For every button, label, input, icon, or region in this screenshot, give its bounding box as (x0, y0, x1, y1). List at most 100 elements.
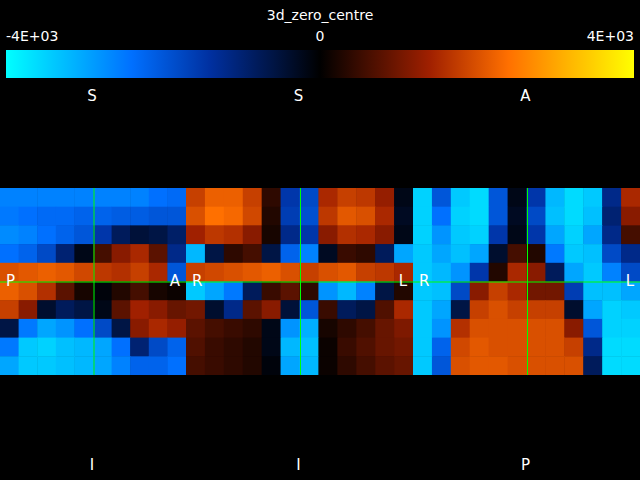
cell (149, 356, 168, 375)
cell (93, 263, 112, 282)
cell (37, 282, 56, 301)
cell (356, 263, 375, 282)
cell (337, 338, 356, 357)
cell (149, 300, 168, 319)
cell (508, 263, 527, 282)
cell (149, 319, 168, 338)
cell (470, 338, 489, 357)
orientation-label: L (399, 272, 408, 290)
cell (37, 207, 56, 226)
cell (451, 207, 470, 226)
cell (300, 244, 319, 263)
cell (621, 338, 640, 357)
cell (602, 207, 621, 226)
cell (300, 338, 319, 357)
cell (224, 207, 243, 226)
cell (243, 244, 262, 263)
cell (394, 188, 413, 207)
cell (93, 338, 112, 357)
cell (112, 282, 131, 301)
cell (527, 207, 546, 226)
cell (508, 207, 527, 226)
orientation-label: A (170, 272, 181, 290)
cell (318, 356, 337, 375)
cell (281, 207, 300, 226)
cell (318, 300, 337, 319)
cell (281, 244, 300, 263)
cell (243, 338, 262, 357)
cell (583, 263, 602, 282)
cell (281, 225, 300, 244)
cell (74, 207, 93, 226)
cell (508, 356, 527, 375)
cell (56, 282, 75, 301)
cell (74, 225, 93, 244)
cell (112, 319, 131, 338)
crosshair (0, 282, 186, 283)
cell (375, 244, 394, 263)
cell (337, 282, 356, 301)
cell (224, 300, 243, 319)
cell (451, 319, 470, 338)
cell (37, 338, 56, 357)
cell (337, 356, 356, 375)
cell (356, 282, 375, 301)
cell (413, 356, 432, 375)
cell (508, 319, 527, 338)
cell (243, 188, 262, 207)
cell (318, 188, 337, 207)
cell (56, 338, 75, 357)
cell (186, 207, 205, 226)
cell (318, 263, 337, 282)
cell (281, 188, 300, 207)
cell (564, 338, 583, 357)
cell (300, 207, 319, 226)
cell (262, 338, 281, 357)
cell (281, 282, 300, 301)
cell (564, 225, 583, 244)
cell (356, 225, 375, 244)
cell (281, 300, 300, 319)
cell (451, 282, 470, 301)
cell (564, 282, 583, 301)
cell (112, 244, 131, 263)
title: 3d_zero_centre (267, 7, 374, 23)
cell (337, 188, 356, 207)
cell (167, 188, 186, 207)
cell (19, 300, 38, 319)
cell (262, 300, 281, 319)
crosshair (186, 282, 413, 283)
cell (0, 319, 19, 338)
cell (224, 263, 243, 282)
cell (93, 188, 112, 207)
cell (356, 300, 375, 319)
cell (545, 225, 564, 244)
cell (56, 356, 75, 375)
cell (356, 356, 375, 375)
cell (394, 300, 413, 319)
cell (186, 338, 205, 357)
cell (262, 263, 281, 282)
orientation-label: I (90, 456, 94, 474)
cell (130, 263, 149, 282)
cell (583, 300, 602, 319)
cell (508, 282, 527, 301)
cell (527, 225, 546, 244)
cell (564, 188, 583, 207)
cell (602, 282, 621, 301)
cell (470, 356, 489, 375)
cell (130, 300, 149, 319)
cell (130, 207, 149, 226)
cell (602, 338, 621, 357)
cell (56, 225, 75, 244)
cell (224, 244, 243, 263)
cell (205, 319, 224, 338)
cell (300, 282, 319, 301)
cell (621, 188, 640, 207)
cell (186, 319, 205, 338)
cell (583, 188, 602, 207)
cell (545, 244, 564, 263)
cell (318, 244, 337, 263)
cell (583, 338, 602, 357)
cell (19, 356, 38, 375)
